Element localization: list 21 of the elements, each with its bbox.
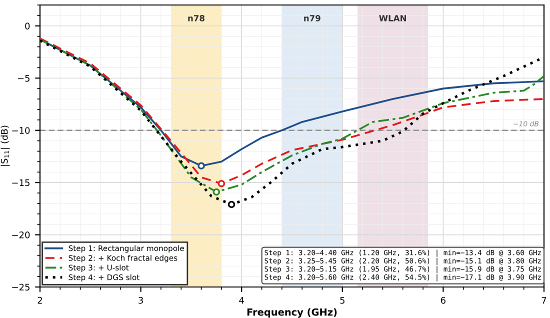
band-label: n79: [304, 15, 320, 22]
y-tick-label: −5: [18, 74, 30, 82]
point: [212, 188, 220, 196]
y-tick-label: −25: [12, 284, 30, 291]
y-tick-label: 0: [25, 22, 30, 30]
band-label: WLAN: [379, 15, 406, 22]
x-tick-label: 3: [138, 296, 143, 304]
y-tick-label: −15: [12, 179, 30, 186]
x-tick-label: 7: [542, 297, 546, 304]
x-tick-label: 5: [340, 297, 344, 304]
y-axis-title: |S$_{11}$| (dB): [0, 126, 10, 166]
x-axis-title: Frequency (GHz): [247, 308, 337, 318]
y-tick-label: −10: [12, 127, 30, 134]
x-tick-label: 6: [440, 296, 446, 304]
band-label: n78: [188, 15, 204, 22]
point: [198, 162, 205, 170]
point: [218, 180, 226, 188]
point: [228, 200, 236, 208]
y-tick-label: −20: [12, 232, 30, 238]
x-tick-label: 4: [239, 297, 244, 304]
x-tick-label: 2: [38, 296, 42, 304]
